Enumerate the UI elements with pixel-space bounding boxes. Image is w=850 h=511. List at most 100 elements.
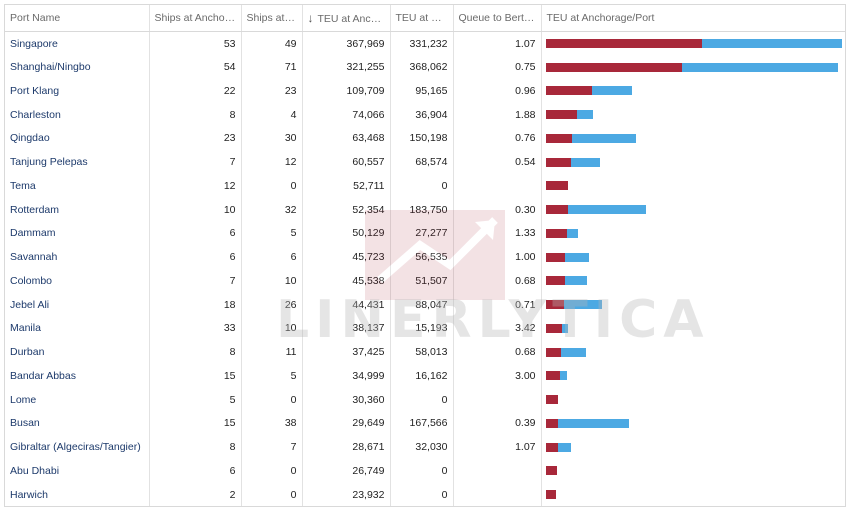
table-row[interactable]: Savannah 6 6 45,723 56,535 1.00 xyxy=(5,245,845,269)
stacked-bar[interactable] xyxy=(545,205,842,215)
teu-at-port-cell: 51,507 xyxy=(390,269,454,293)
teu-bar-cell xyxy=(541,174,845,198)
stacked-bar[interactable] xyxy=(545,39,843,49)
port-name-cell[interactable]: Dammam xyxy=(5,221,150,246)
ships-at-port-cell: 26 xyxy=(241,292,303,317)
ships-at-port-cell: 4 xyxy=(241,102,303,127)
queue-to-berth-ratio-cell: 3.42 xyxy=(453,316,542,341)
table-row[interactable]: Colombo 7 10 45,538 51,507 0.68 xyxy=(5,269,845,293)
stacked-bar[interactable] xyxy=(545,181,842,191)
column-header-ships-at-port[interactable]: Ships at Port xyxy=(241,5,303,32)
table-row[interactable]: Harwich 2 0 23,932 0 xyxy=(5,482,845,506)
teu-bar-cell xyxy=(541,269,845,293)
table-row[interactable]: Busan 15 38 29,649 167,566 0.39 xyxy=(5,411,845,436)
table-row[interactable]: Tema 12 0 52,711 0 xyxy=(5,174,845,198)
ships-at-port-cell: 0 xyxy=(241,459,303,483)
table-row[interactable]: Dammam 6 5 50,129 27,277 1.33 xyxy=(5,221,845,246)
sort-descending-icon[interactable]: ↓ xyxy=(307,11,314,25)
port-congestion-table-panel: Port Name Ships at Anchorage Ships at Po… xyxy=(4,4,846,507)
port-name-cell[interactable]: Savannah xyxy=(5,245,150,269)
ships-at-port-cell: 6 xyxy=(241,245,303,269)
bar-segment-port xyxy=(572,133,637,143)
column-header-teu-at-port[interactable]: TEU at Port xyxy=(390,5,454,32)
stacked-bar[interactable] xyxy=(545,371,842,381)
table-row[interactable]: Jebel Ali 18 26 44,431 88,047 0.71 xyxy=(5,292,845,317)
ships-at-anchorage-cell: 6 xyxy=(149,221,242,246)
port-name-cell[interactable]: Shanghai/Ningbo xyxy=(5,55,150,79)
port-name-cell[interactable]: Tanjung Pelepas xyxy=(5,150,150,174)
stacked-bar[interactable] xyxy=(545,466,842,476)
stacked-bar[interactable] xyxy=(545,442,842,452)
stacked-bar[interactable] xyxy=(545,110,842,120)
column-header-queue-to-berth-ratio[interactable]: Queue to Berth Ratio xyxy=(453,5,542,32)
bar-segment-port xyxy=(558,418,630,428)
stacked-bar[interactable] xyxy=(545,276,842,286)
table-row[interactable]: Rotterdam 10 32 52,354 183,750 0.30 xyxy=(5,197,845,222)
port-name-cell[interactable]: Durban xyxy=(5,340,150,364)
port-name-cell[interactable]: Singapore xyxy=(5,31,150,56)
table-row[interactable]: Tanjung Pelepas 7 12 60,557 68,574 0.54 xyxy=(5,150,845,174)
port-name-cell[interactable]: Jebel Ali xyxy=(5,292,150,317)
port-name-cell[interactable]: Qingdao xyxy=(5,126,150,151)
stacked-bar[interactable] xyxy=(545,252,842,262)
stacked-bar[interactable] xyxy=(545,228,842,238)
stacked-bar[interactable] xyxy=(545,157,842,167)
table-row[interactable]: Charleston 8 4 74,066 36,904 1.88 xyxy=(5,102,845,127)
teu-at-anchorage-cell: 29,649 xyxy=(302,411,391,436)
table-row[interactable]: Qingdao 23 30 63,468 150,198 0.76 xyxy=(5,126,845,151)
table-row[interactable]: Abu Dhabi 6 0 26,749 0 xyxy=(5,459,845,483)
port-name-cell[interactable]: Lome xyxy=(5,387,150,412)
port-name-cell[interactable]: Abu Dhabi xyxy=(5,459,150,483)
table-row[interactable]: Lome 5 0 30,360 0 xyxy=(5,387,845,412)
stacked-bar[interactable] xyxy=(545,418,842,428)
ships-at-anchorage-cell: 53 xyxy=(149,31,242,56)
bar-segment-anchorage xyxy=(545,228,567,238)
ships-at-anchorage-cell: 6 xyxy=(149,245,242,269)
port-name-cell[interactable]: Rotterdam xyxy=(5,197,150,222)
port-name-cell[interactable]: Charleston xyxy=(5,102,150,127)
table-row[interactable]: Manila 33 10 38,137 15,193 3.42 xyxy=(5,316,845,341)
table-header-row: Port Name Ships at Anchorage Ships at Po… xyxy=(5,5,845,32)
stacked-bar[interactable] xyxy=(545,323,842,333)
port-name-cell[interactable]: Port Klang xyxy=(5,79,150,103)
stacked-bar[interactable] xyxy=(545,86,842,96)
port-name-cell[interactable]: Bandar Abbas xyxy=(5,364,150,388)
ships-at-port-cell: 32 xyxy=(241,197,303,222)
teu-at-port-cell: 0 xyxy=(390,174,454,198)
stacked-bar[interactable] xyxy=(545,133,842,143)
teu-at-anchorage-cell: 367,969 xyxy=(302,31,391,56)
bar-segment-port xyxy=(560,371,568,381)
table-row[interactable]: Durban 8 11 37,425 58,013 0.68 xyxy=(5,340,845,364)
teu-at-port-cell: 167,566 xyxy=(390,411,454,436)
ships-at-port-cell: 38 xyxy=(241,411,303,436)
port-name-cell[interactable]: Gibraltar (Algeciras/Tangier) xyxy=(5,435,150,459)
table-row[interactable]: Singapore 53 49 367,969 331,232 1.07 xyxy=(5,31,845,56)
column-header-teu-bar[interactable]: TEU at Anchorage/Port xyxy=(541,5,845,32)
table-row[interactable]: Port Klang 22 23 109,709 95,165 0.96 xyxy=(5,79,845,103)
stacked-bar[interactable] xyxy=(545,347,842,357)
port-name-cell[interactable]: Harwich xyxy=(5,482,150,506)
column-header-ships-at-anchorage[interactable]: Ships at Anchorage xyxy=(149,5,242,32)
teu-bar-cell xyxy=(541,150,845,174)
port-name-cell[interactable]: Manila xyxy=(5,316,150,341)
teu-at-anchorage-cell: 74,066 xyxy=(302,102,391,127)
stacked-bar[interactable] xyxy=(545,490,842,500)
ships-at-anchorage-cell: 8 xyxy=(149,435,242,459)
table-row[interactable]: Bandar Abbas 15 5 34,999 16,162 3.00 xyxy=(5,364,845,388)
stacked-bar[interactable] xyxy=(545,300,842,310)
bar-segment-anchorage xyxy=(545,133,573,143)
stacked-bar[interactable] xyxy=(545,62,842,72)
table-row[interactable]: Gibraltar (Algeciras/Tangier) 8 7 28,671 32,… xyxy=(5,435,845,459)
port-name-cell[interactable]: Busan xyxy=(5,411,150,436)
stacked-bar[interactable] xyxy=(545,395,842,405)
teu-at-port-cell: 36,904 xyxy=(390,102,454,127)
column-header-teu-at-anchorage[interactable]: ↓TEU at Anchora... xyxy=(302,5,391,32)
bar-segment-anchorage xyxy=(545,395,559,405)
ships-at-anchorage-cell: 22 xyxy=(149,79,242,103)
teu-at-port-cell: 95,165 xyxy=(390,79,454,103)
port-name-cell[interactable]: Tema xyxy=(5,174,150,198)
port-name-cell[interactable]: Colombo xyxy=(5,269,150,293)
column-header-port-name[interactable]: Port Name xyxy=(5,5,150,32)
teu-bar-cell xyxy=(541,197,845,222)
table-row[interactable]: Shanghai/Ningbo 54 71 321,255 368,062 0.75 xyxy=(5,55,845,79)
